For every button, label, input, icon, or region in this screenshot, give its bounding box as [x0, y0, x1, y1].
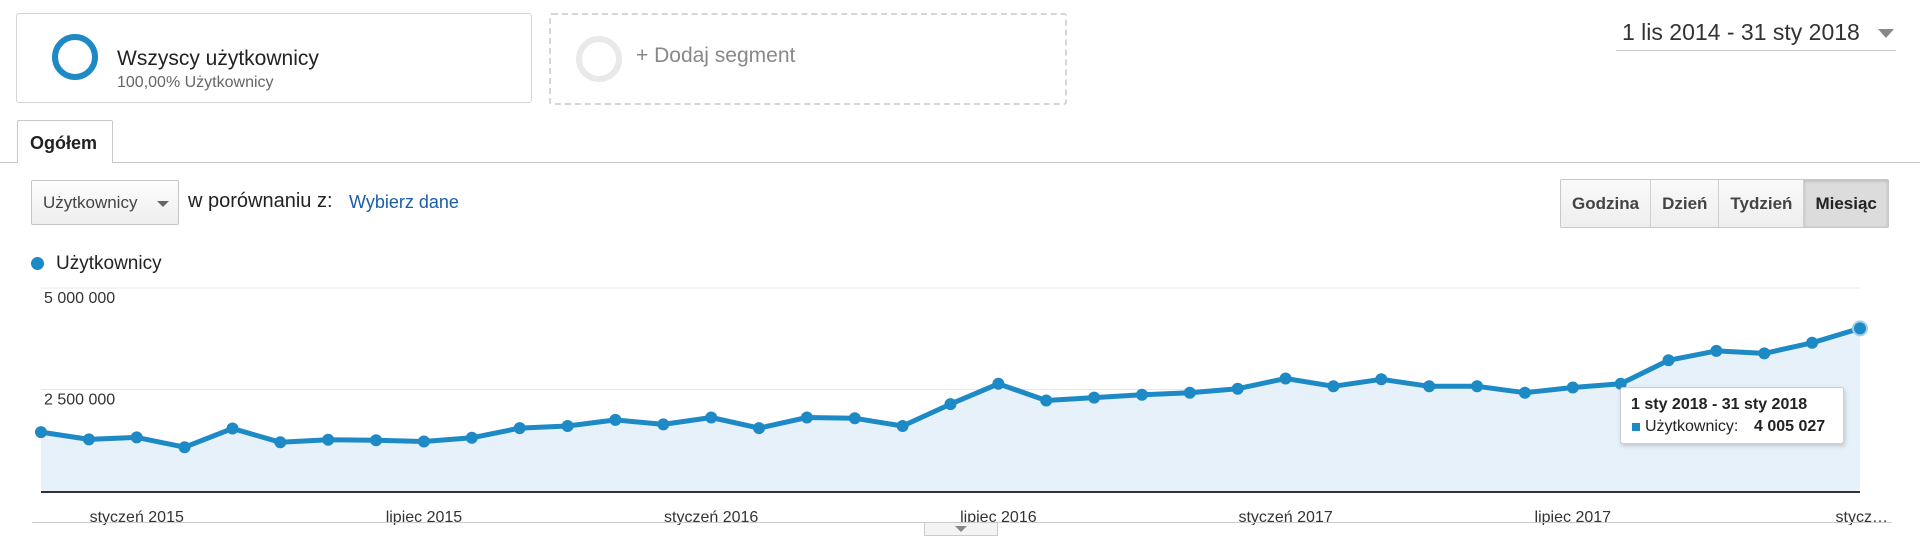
y-tick-label: 2 500 000 — [44, 392, 115, 409]
x-tick-label: lipiec 2017 — [1535, 509, 1612, 525]
chart-tooltip: 1 sty 2018 - 31 sty 2018 Użytkownicy: 4 … — [1620, 387, 1844, 444]
segment-subtitle: 100,00% Użytkownicy — [117, 74, 274, 91]
metric-select-value: Użytkownicy — [43, 193, 138, 212]
data-point — [513, 422, 526, 435]
data-point — [1231, 382, 1244, 395]
data-point — [896, 420, 909, 432]
data-point — [1136, 388, 1148, 401]
data-point — [800, 411, 813, 424]
granularity-hour-button[interactable]: Godzina — [1561, 180, 1652, 227]
y-tick-label: 5 000 000 — [44, 290, 115, 307]
data-point — [465, 431, 478, 444]
date-range-picker[interactable]: 1 lis 2014 - 31 sty 2018 — [1616, 16, 1896, 51]
data-point — [1662, 354, 1675, 367]
users-line-chart: 5 000 000 2 500 000 styczeń 2015 lipiec 201… — [35, 287, 1888, 525]
data-point — [178, 441, 191, 454]
data-point — [561, 420, 574, 432]
data-point — [35, 426, 47, 439]
chart-bottom-divider — [32, 522, 1892, 523]
data-point — [1806, 336, 1819, 349]
x-tick-label: styczeń 2016 — [664, 509, 758, 525]
chevron-down-icon — [1878, 29, 1894, 38]
chevron-down-icon — [955, 526, 967, 532]
tooltip-value: 4 005 027 — [1754, 418, 1826, 435]
segment-ring-icon — [52, 34, 98, 80]
x-tick-label: lipiec 2015 — [386, 509, 463, 525]
legend-label[interactable]: Użytkownicy — [56, 253, 162, 274]
segment-name: Wszyscy użytkownicy — [117, 47, 319, 70]
data-point — [1614, 377, 1627, 390]
compare-label: w porównaniu z: — [188, 190, 333, 212]
data-point — [609, 413, 622, 426]
data-point — [1327, 380, 1340, 393]
data-point — [1852, 320, 1868, 337]
x-tick-label: styczeń 2017 — [1238, 509, 1332, 525]
data-point — [705, 411, 718, 424]
add-segment-label: + Dodaj segment — [636, 44, 796, 67]
chevron-down-icon — [157, 201, 169, 207]
granularity-day-button[interactable]: Dzień — [1651, 180, 1720, 227]
data-point — [1710, 344, 1723, 357]
select-data-link[interactable]: Wybierz dane — [349, 192, 459, 212]
data-point — [753, 422, 765, 435]
tab-overview[interactable]: Ogółem — [17, 120, 113, 163]
granularity-week-button[interactable]: Tydzień — [1719, 180, 1805, 227]
collapse-chart-handle[interactable] — [924, 523, 998, 536]
legend-marker — [31, 257, 44, 270]
data-point — [1183, 386, 1196, 399]
tab-label: Ogółem — [30, 133, 98, 153]
data-point — [417, 435, 430, 448]
data-point — [130, 431, 143, 444]
tooltip-series-name: Użytkownicy: — [1645, 418, 1739, 435]
data-point — [370, 434, 383, 447]
data-point — [1471, 380, 1484, 393]
data-point — [944, 398, 957, 411]
data-point — [1279, 372, 1292, 385]
x-tick-label: styczeń 2015 — [90, 509, 184, 525]
data-point — [1423, 380, 1436, 393]
data-point — [1758, 347, 1771, 360]
x-tick-label: lipiec 2016 — [960, 509, 1037, 525]
add-segment-button[interactable]: + Dodaj segment — [549, 13, 1067, 105]
date-range-text: 1 lis 2014 - 31 sty 2018 — [1622, 19, 1860, 45]
data-point — [1088, 391, 1101, 404]
x-tick-label: stycz… — [1836, 509, 1888, 525]
segment-card-all-users[interactable]: Wszyscy użytkownicy 100,00% Użytkownicy — [16, 13, 532, 103]
data-point — [848, 412, 861, 425]
data-point — [1040, 394, 1053, 407]
data-point — [1375, 373, 1388, 386]
data-point — [992, 377, 1005, 390]
data-point — [657, 418, 670, 431]
data-point — [274, 436, 287, 449]
data-point — [226, 422, 239, 435]
tab-divider — [0, 162, 1920, 163]
tooltip-title: 1 sty 2018 - 31 sty 2018 — [1631, 396, 1808, 413]
data-point — [82, 433, 95, 446]
data-point — [322, 433, 335, 446]
granularity-toggle: Godzina Dzień Tydzień Miesiąc — [1560, 179, 1889, 228]
empty-segment-ring-icon — [576, 36, 622, 82]
tooltip-series-marker — [1632, 423, 1640, 431]
data-point — [1518, 386, 1531, 399]
data-point — [1566, 381, 1579, 394]
granularity-month-button[interactable]: Miesiąc — [1804, 180, 1888, 227]
metric-select[interactable]: Użytkownicy — [31, 180, 179, 225]
